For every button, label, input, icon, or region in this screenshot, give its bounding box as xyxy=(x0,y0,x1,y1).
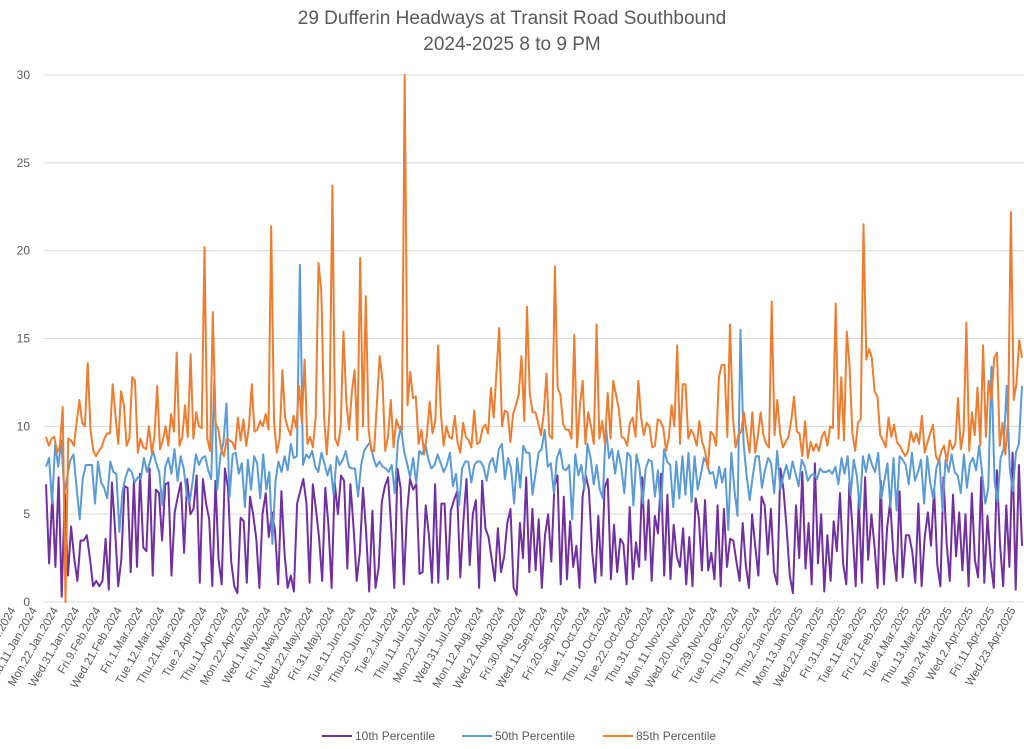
x-axis-ticks: Tue.2.Jan.2024Thu.11.Jan.2024Mon.22.Jan.… xyxy=(0,605,1019,691)
y-tick-label: 20 xyxy=(17,244,31,258)
legend-label: 10th Percentile xyxy=(355,729,435,743)
legend-label: 85th Percentile xyxy=(636,729,716,743)
series-line-85th-percentile xyxy=(45,74,1023,603)
y-tick-label: 25 xyxy=(17,156,31,170)
y-tick-label: 30 xyxy=(17,68,31,82)
chart-title: 29 Dufferin Headways at Transit Road Sou… xyxy=(298,8,726,29)
chart-subtitle: 2024-2025 8 to 9 PM xyxy=(423,34,600,55)
legend: 10th Percentile 50th Percentile 85th Perce… xyxy=(322,729,716,743)
y-tick-label: 15 xyxy=(17,332,31,346)
series-lines xyxy=(45,74,1023,603)
y-axis-ticks: 0 5 10 15 20 25 30 xyxy=(17,68,31,609)
series-line-50th-percentile xyxy=(45,263,1023,545)
legend-label: 50th Percentile xyxy=(495,729,575,743)
y-tick-label: 0 xyxy=(23,595,30,609)
y-tick-label: 5 xyxy=(23,507,30,521)
y-tick-label: 10 xyxy=(17,419,31,433)
series-line-10th-percentile xyxy=(45,451,1023,598)
